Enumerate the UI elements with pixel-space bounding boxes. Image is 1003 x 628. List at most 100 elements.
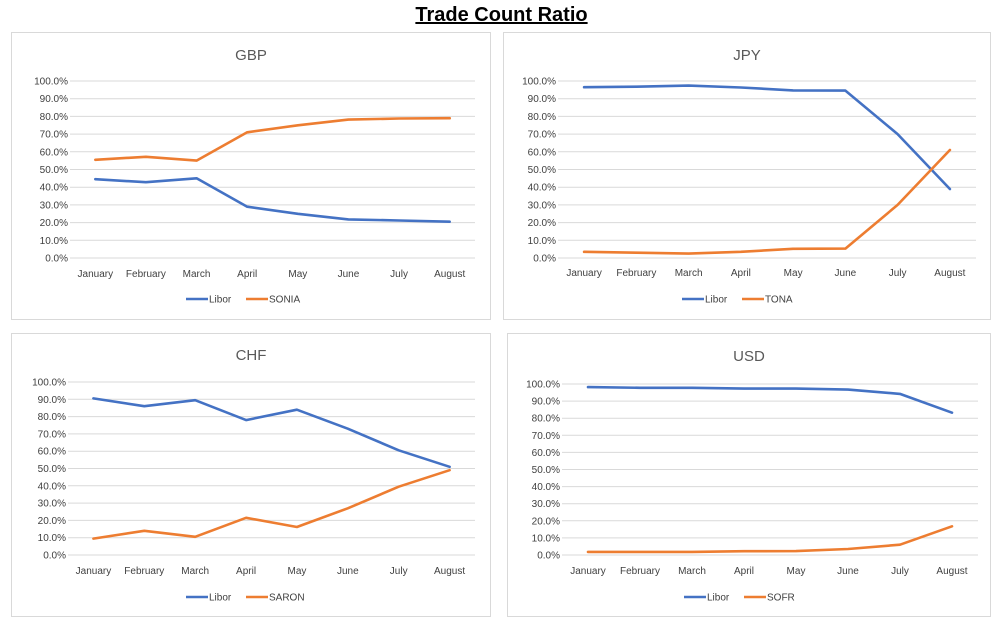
y-tick-label: 10.0% [532, 533, 560, 544]
x-tick-label: February [616, 268, 656, 279]
series-line-libor [92, 397, 451, 469]
y-tick-label: 30.0% [38, 499, 66, 510]
y-tick-label: 70.0% [40, 130, 68, 141]
y-tick-label: 100.0% [34, 77, 68, 88]
y-tick-label: 0.0% [533, 254, 556, 265]
y-tick-label: 40.0% [38, 481, 66, 492]
y-tick-label: 0.0% [43, 551, 66, 562]
chart-svg: USD 0.0% 10.0% 20.0% 30.0% 40.0% 50.0% 60.0% 70.… [526, 348, 978, 604]
series-line-saron [92, 468, 451, 540]
legend-label-libor: Libor [707, 593, 730, 604]
legend-label-libor: Libor [705, 295, 728, 306]
y-tick-label: 40.0% [40, 183, 68, 194]
y-tick-label: 60.0% [38, 447, 66, 458]
y-tick-label: 70.0% [532, 431, 560, 442]
y-tick-label: 100.0% [522, 77, 556, 88]
x-tick-label: January [566, 268, 602, 279]
x-tick-label: June [338, 269, 360, 280]
x-tick-label: March [181, 566, 209, 577]
y-tick-label: 50.0% [532, 465, 560, 476]
x-tick-label: July [891, 566, 909, 577]
y-tick-label: 90.0% [40, 94, 68, 105]
chart-title-chf: CHF [236, 347, 267, 364]
y-tick-label: 80.0% [528, 112, 556, 123]
y-tick-label: 80.0% [532, 414, 560, 425]
y-tick-label: 60.0% [528, 147, 556, 158]
x-tick-label: April [734, 566, 754, 577]
x-tick-label: February [126, 269, 166, 280]
x-tick-label: February [124, 566, 164, 577]
x-tick-label: July [889, 268, 907, 279]
legend-label-sonia: SONIA [269, 295, 300, 306]
y-tick-label: 70.0% [528, 130, 556, 141]
series-line-libor [94, 177, 452, 223]
x-tick-label: June [835, 268, 857, 279]
y-tick-label: 50.0% [38, 464, 66, 475]
x-tick-label: May [784, 268, 803, 279]
y-tick-label: 0.0% [45, 254, 68, 265]
series-line-sofr [586, 525, 954, 554]
x-tick-label: January [78, 269, 114, 280]
y-tick-label: 90.0% [532, 397, 560, 408]
x-tick-label: August [434, 566, 465, 577]
y-tick-label: 20.0% [532, 516, 560, 527]
y-tick-label: 50.0% [40, 165, 68, 176]
x-tick-label: April [731, 268, 751, 279]
y-tick-label: 10.0% [38, 533, 66, 544]
y-tick-label: 60.0% [532, 448, 560, 459]
chart-svg: JPY 0.0% 10.0% 20.0% 30.0% 40.0% 50.0% 60.0% 70.… [522, 47, 976, 306]
y-tick-label: 30.0% [528, 200, 556, 211]
y-tick-label: 100.0% [526, 380, 560, 391]
y-tick-label: 30.0% [532, 499, 560, 510]
chart-title-jpy: JPY [733, 47, 761, 64]
x-tick-label: April [236, 566, 256, 577]
series-line-libor [582, 84, 952, 191]
x-tick-label: July [390, 269, 408, 280]
y-tick-label: 60.0% [40, 147, 68, 158]
x-tick-label: August [934, 268, 965, 279]
legend-label-libor: Libor [209, 295, 232, 306]
y-tick-label: 40.0% [532, 482, 560, 493]
y-tick-label: 100.0% [32, 378, 66, 389]
y-tick-label: 10.0% [40, 236, 68, 247]
series-line-tona [582, 148, 952, 255]
chart-title-gbp: GBP [235, 47, 267, 64]
y-tick-label: 80.0% [38, 412, 66, 423]
series-line-libor [586, 385, 954, 414]
legend-label-sofr: SOFR [767, 593, 795, 604]
x-tick-label: March [183, 269, 211, 280]
y-tick-label: 90.0% [38, 395, 66, 406]
y-tick-label: 80.0% [40, 112, 68, 123]
x-tick-label: January [76, 566, 112, 577]
chart-svg: GBP 0.0% 10.0% 20.0% 30.0% 40.0% 50.0% 60.0% 70.… [34, 47, 475, 306]
legend-label-libor: Libor [209, 593, 232, 604]
x-tick-label: August [936, 566, 967, 577]
legend-label-tona: TONA [765, 295, 793, 306]
page-title: Trade Count Ratio [415, 4, 588, 26]
x-tick-label: May [787, 566, 806, 577]
x-tick-label: May [288, 269, 307, 280]
x-tick-label: April [237, 269, 257, 280]
chart-panel-gbp: GBP 0.0% 10.0% 20.0% 30.0% 40.0% 50.0% 60.0% 70.… [11, 32, 491, 320]
x-tick-label: March [675, 268, 703, 279]
y-tick-label: 70.0% [38, 429, 66, 440]
x-tick-label: May [287, 566, 306, 577]
x-tick-label: February [620, 566, 660, 577]
chart-panel-chf: CHF 0.0% 10.0% 20.0% 30.0% 40.0% 50.0% 60.0% 70.… [11, 333, 491, 617]
y-tick-label: 10.0% [528, 236, 556, 247]
y-tick-label: 20.0% [528, 218, 556, 229]
y-tick-label: 40.0% [528, 183, 556, 194]
x-tick-label: June [837, 566, 859, 577]
series-line-sonia [94, 116, 452, 162]
legend-label-saron: SARON [269, 593, 305, 604]
x-tick-label: March [678, 566, 706, 577]
y-tick-label: 20.0% [38, 516, 66, 527]
x-tick-label: July [390, 566, 408, 577]
y-tick-label: 90.0% [528, 94, 556, 105]
x-tick-label: January [570, 566, 606, 577]
chart-panel-jpy: JPY 0.0% 10.0% 20.0% 30.0% 40.0% 50.0% 60.0% 70.… [503, 32, 991, 320]
y-tick-label: 0.0% [537, 551, 560, 562]
y-tick-label: 20.0% [40, 218, 68, 229]
x-tick-label: June [337, 566, 359, 577]
y-tick-label: 30.0% [40, 200, 68, 211]
